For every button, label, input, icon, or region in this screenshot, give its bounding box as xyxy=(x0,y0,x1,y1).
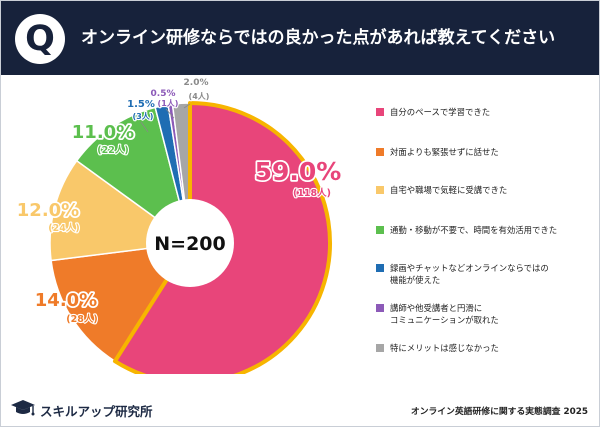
pie-center-hole xyxy=(146,199,234,287)
leader-line-5 xyxy=(140,121,149,133)
slice-count-label-1: (118人) xyxy=(293,187,331,199)
question-title: オンライン研修ならではの良かった点があれば教えてください xyxy=(81,28,556,48)
graduation-cap-icon xyxy=(11,400,35,416)
leader-line-6 xyxy=(165,108,175,119)
slice-percent-label-4: 11.0% xyxy=(72,122,134,143)
question-badge-letter: Q xyxy=(25,19,55,59)
center-sample-size: N=200 xyxy=(154,233,225,255)
slice-percent-label-6: 0.5% xyxy=(151,89,176,99)
leader-line-7 xyxy=(183,103,191,109)
slice-count-label-7: (4人) xyxy=(189,91,210,101)
legend-label: 通勤・移動が不要で、時間を有効活用できた xyxy=(390,225,558,235)
brand-logo: スキルアップ研究所 xyxy=(10,398,210,420)
pie-slice-2 xyxy=(50,242,192,363)
slice-percent-label-5: 1.5% xyxy=(127,99,155,110)
legend-swatch xyxy=(376,186,384,194)
legend-label: 対面よりも緊張せずに話せた xyxy=(390,147,499,157)
slice-count-label-4: (22人) xyxy=(97,144,128,156)
slice-percent-label-2: 14.0% xyxy=(35,290,97,311)
slice-count-label-6: (1人) xyxy=(158,98,179,108)
pie-slice-4 xyxy=(75,106,192,245)
legend-label: 特にメリットは感じなかった xyxy=(390,343,499,353)
pie-slice-highlight-outline xyxy=(112,101,332,374)
slice-count-label-2: (28人) xyxy=(66,313,97,325)
slice-percent-label-1: 59.0% xyxy=(255,157,342,186)
survey-source: オンライン英語研修に関する実態調査 2025 xyxy=(410,407,588,417)
legend-swatch xyxy=(376,344,384,352)
legend-swatch xyxy=(376,148,384,156)
legend-label: 自分のペースで学習できた xyxy=(390,107,491,117)
legend-swatch xyxy=(376,304,384,312)
legend-label: 録画やチャットなどオンラインならではの 機能が使えた xyxy=(390,263,549,285)
legend-label: 自宅や職場で気軽に受講できた xyxy=(390,185,508,195)
legend-label: 講師や他受講者と円滑に コミュニケーションが取れた xyxy=(390,303,499,325)
legend-swatch xyxy=(376,108,384,116)
question-badge: Q xyxy=(15,14,65,64)
slice-percent-label-7: 2.0% xyxy=(184,78,209,88)
legend-swatch xyxy=(376,264,384,272)
brand-name: スキルアップ研究所 xyxy=(40,404,153,419)
slice-count-label-5: (3人) xyxy=(133,111,154,121)
slice-percent-label-3: 12.0% xyxy=(17,200,79,221)
question-header: Q オンライン研修ならではの良かった点があれば教えてください xyxy=(1,1,599,75)
pie-chart: N=200 59.0%(118人) 14.0% (28人) 12.0%(24人) 11.0… xyxy=(15,77,343,374)
slice-count-label-3: (24人) xyxy=(48,222,79,234)
legend-swatch xyxy=(376,226,384,234)
